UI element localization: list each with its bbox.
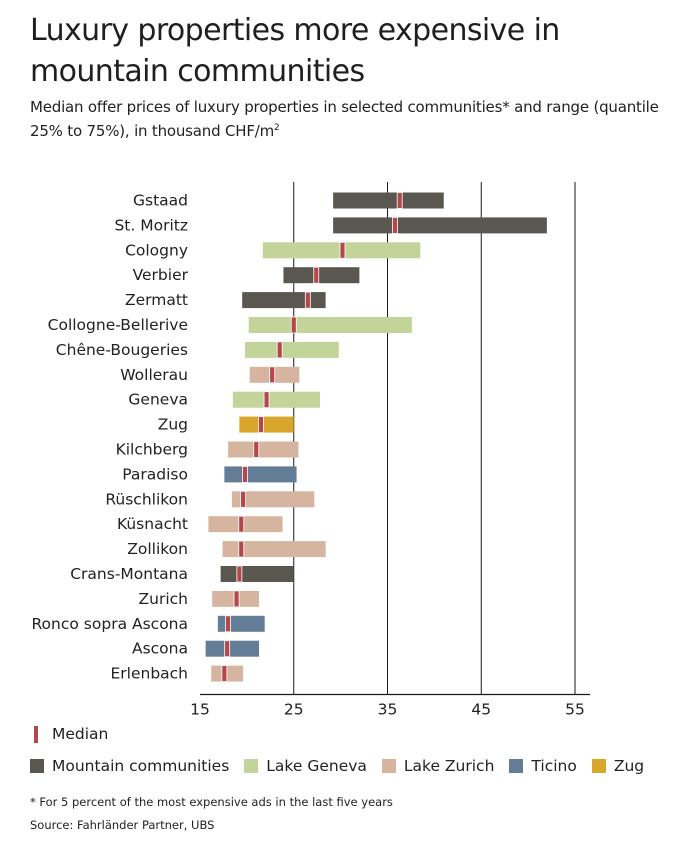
subtitle-text: Median offer prices of luxury properties… xyxy=(30,98,659,140)
legend-item: Mountain communities xyxy=(30,757,229,775)
median-marker xyxy=(313,266,320,284)
row-label: Paradiso xyxy=(122,465,188,483)
legend-swatch xyxy=(381,759,396,773)
median-marker xyxy=(242,465,248,483)
legend-label: Zug xyxy=(613,757,645,775)
median-marker xyxy=(304,291,311,309)
row-label: Collogne-Bellerive xyxy=(48,316,188,334)
median-marker xyxy=(290,316,297,334)
x-tick-label: 55 xyxy=(565,701,585,716)
median-marker xyxy=(263,391,270,409)
legend-swatch xyxy=(509,759,524,773)
median-marker xyxy=(240,490,247,508)
legend-item: Lake Zurich xyxy=(381,757,495,775)
footnote: * For 5 percent of the most expensive ad… xyxy=(30,795,393,809)
range-bar xyxy=(222,541,326,558)
range-bar xyxy=(231,491,315,508)
range-bar xyxy=(220,566,294,582)
range-bar xyxy=(248,317,412,333)
median-marker xyxy=(238,540,245,558)
range-bar xyxy=(245,341,339,358)
median-marker xyxy=(258,416,264,434)
median-marker xyxy=(339,241,346,259)
median-marker xyxy=(221,665,228,683)
row-label: Küsnacht xyxy=(117,515,188,533)
median-marker-icon xyxy=(34,725,38,743)
range-bar xyxy=(239,416,294,433)
median-marker xyxy=(392,217,398,234)
range-bar xyxy=(242,292,326,309)
row-label: Crans-Montana xyxy=(70,565,188,583)
median-marker xyxy=(224,640,231,658)
subtitle-superscript: 2 xyxy=(274,123,280,133)
legend-median-label: Median xyxy=(52,725,109,743)
row-label: Zug xyxy=(158,416,188,434)
legend-swatch xyxy=(244,759,259,773)
median-marker xyxy=(269,366,276,384)
legend-label: Lake Geneva xyxy=(266,757,367,775)
x-tick-label: 35 xyxy=(378,701,398,716)
row-label: Zurich xyxy=(139,590,188,608)
range-bar xyxy=(224,466,297,483)
range-bar xyxy=(333,217,547,234)
row-label: Gstaad xyxy=(133,192,188,210)
row-label: Rüschlikon xyxy=(105,490,188,508)
legend: Median Mountain communities Lake Geneva La… xyxy=(30,720,659,780)
legend-label: Lake Zurich xyxy=(403,757,495,775)
legend-groups: Mountain communities Lake Geneva Lake Zuri… xyxy=(30,752,659,780)
range-bar xyxy=(333,192,444,209)
legend-item: Zug xyxy=(591,757,645,775)
row-label: Ronco sopra Ascona xyxy=(31,615,188,633)
row-label: Chêne-Bougeries xyxy=(56,341,188,359)
legend-median: Median xyxy=(30,720,659,748)
legend-swatch xyxy=(591,759,606,773)
x-tick-label: 25 xyxy=(284,701,304,716)
median-marker xyxy=(236,565,243,583)
range-bar xyxy=(208,516,283,533)
source-note: Source: Fahrländer Partner, UBS xyxy=(30,818,215,832)
legend-label: Mountain communities xyxy=(52,757,230,775)
median-marker xyxy=(253,441,260,458)
range-bar-chart: Gstaad St. Moritz Cologny Verbier Zermatt Col… xyxy=(31,182,590,716)
x-tick-label: 45 xyxy=(471,701,491,716)
x-tick-label: 15 xyxy=(190,701,210,716)
median-marker xyxy=(233,590,240,608)
median-marker xyxy=(225,615,232,633)
range-bar xyxy=(217,615,265,632)
median-marker xyxy=(238,515,245,533)
row-label: Erlenbach xyxy=(110,665,188,683)
legend-item: Lake Geneva xyxy=(244,757,367,775)
chart-subtitle: Median offer prices of luxury properties… xyxy=(30,97,670,142)
row-label: Zermatt xyxy=(125,291,188,309)
legend-swatch xyxy=(30,759,44,773)
range-bar xyxy=(228,441,299,458)
range-bar xyxy=(232,391,320,408)
row-label: Geneva xyxy=(128,391,188,409)
legend-label: Ticino xyxy=(531,757,577,775)
median-marker xyxy=(276,341,283,359)
row-label: Kilchberg xyxy=(116,441,188,459)
row-label: Verbier xyxy=(133,266,189,284)
row-label: Wollerau xyxy=(120,366,188,384)
chart-title: Luxury properties more expensive in moun… xyxy=(30,13,560,89)
row-label: St. Moritz xyxy=(114,216,188,234)
row-label: Zollikon xyxy=(127,540,188,558)
row-label: Cologny xyxy=(125,241,188,259)
legend-item: Ticino xyxy=(509,757,577,775)
row-label: Ascona xyxy=(132,640,188,658)
range-bar xyxy=(205,640,260,657)
range-bar xyxy=(283,267,360,284)
median-marker xyxy=(396,192,403,209)
